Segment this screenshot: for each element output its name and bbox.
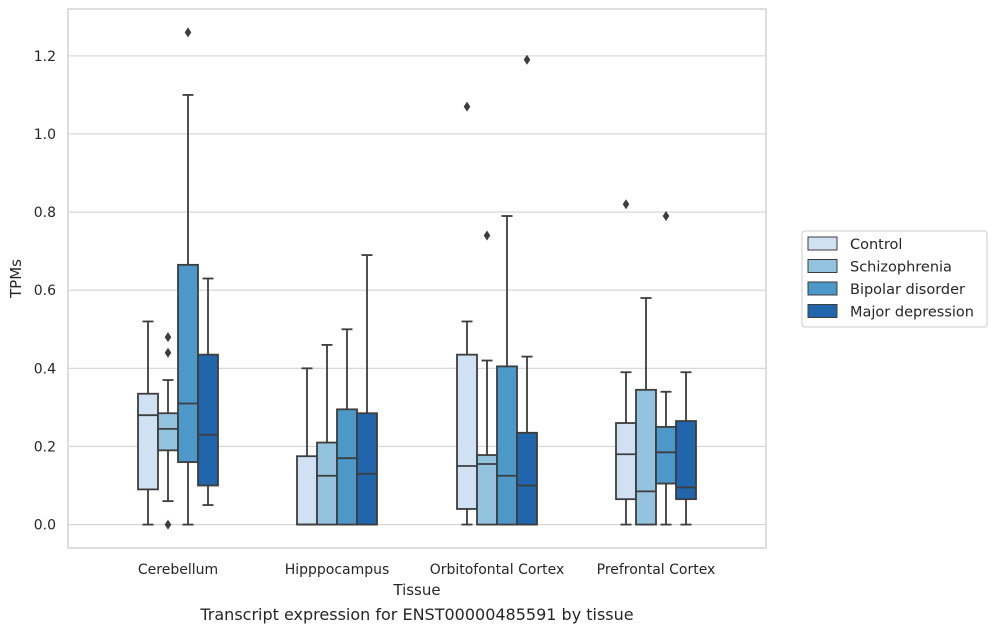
x-tick-label: Orbitofontal Cortex: [430, 562, 565, 578]
x-axis-ticks: Cerebellum Hipppocampus Orbitofontal Corte…: [138, 562, 715, 578]
outlier-point: [483, 230, 491, 241]
box-major-depression: [197, 277, 219, 506]
outlier-point: [164, 347, 172, 358]
x-axis-label: Tissue: [392, 581, 440, 599]
box-body: [675, 420, 697, 501]
y-tick-label: 0.4: [34, 361, 56, 377]
box-body: [496, 365, 518, 526]
x-tick-label: Cerebellum: [138, 562, 218, 578]
legend-swatch: [807, 236, 838, 251]
outlier-point: [463, 101, 471, 112]
y-axis-ticks: 0.0 0.2 0.4 0.6 0.8 1.0 1.2: [34, 49, 56, 534]
outlier-point: [164, 519, 172, 530]
legend-swatch: [807, 259, 838, 273]
legend-label: Schizophrenia: [850, 260, 952, 276]
box-body: [635, 388, 657, 526]
legend-swatch: [807, 281, 838, 296]
box-major-depression: [675, 371, 697, 526]
box-body: [336, 408, 358, 526]
box-control: [456, 101, 478, 526]
y-tick-label: 1.2: [34, 49, 56, 65]
legend-frame: [801, 230, 988, 328]
box-body: [615, 422, 637, 501]
outlier-point: [662, 211, 670, 222]
box-body: [356, 412, 378, 526]
box-control: [137, 320, 159, 526]
legend: Control Schizophrenia Bipolar disorder Majo…: [801, 230, 988, 328]
box-body: [137, 392, 159, 491]
box-body: [456, 353, 478, 510]
legend-label: Bipolar disorder: [850, 282, 965, 298]
y-axis-label: TPMs: [7, 259, 25, 299]
outlier-point: [523, 54, 531, 65]
box-body: [197, 353, 219, 487]
outlier-point: [164, 332, 172, 343]
box-groups: [137, 27, 697, 530]
box-major-depression: [516, 54, 538, 526]
legend-swatch: [807, 304, 838, 318]
box-body: [655, 426, 677, 485]
x-tick-label: Prefrontal Cortex: [597, 562, 716, 578]
box-body: [157, 412, 179, 452]
y-tick-label: 0.0: [34, 518, 56, 534]
box-body: [516, 431, 538, 526]
plot-frame: [67, 8, 767, 549]
outlier-point: [184, 27, 192, 38]
box-body: [177, 263, 199, 463]
box-body: [316, 441, 338, 526]
figure-caption: Transcript expression for ENST0000048559…: [200, 605, 634, 624]
y-tick-label: 0.6: [34, 283, 56, 299]
box-body: [476, 454, 498, 526]
x-tick-label: Hipppocampus: [285, 562, 390, 578]
box-major-depression: [356, 254, 378, 526]
box-schizophrenia: [157, 332, 179, 530]
legend-label: Major depression: [850, 305, 974, 321]
y-tick-label: 1.0: [34, 127, 56, 143]
y-tick-label: 0.2: [34, 439, 56, 455]
legend-label: Control: [850, 237, 902, 253]
y-tick-label: 0.8: [34, 205, 56, 221]
outlier-point: [622, 199, 630, 210]
box-body: [296, 455, 318, 526]
